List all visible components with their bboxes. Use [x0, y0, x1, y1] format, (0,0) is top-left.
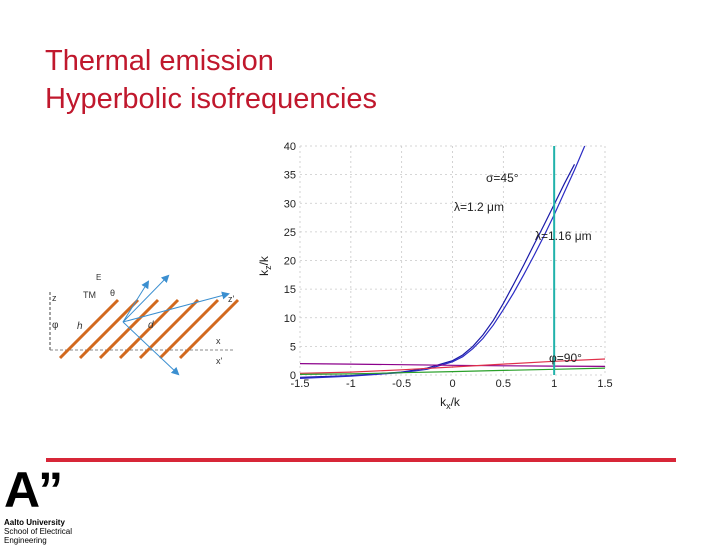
aalto-logo: A” Aalto University School of Electrical… — [4, 462, 88, 545]
x-tick-label: 1 — [551, 378, 557, 390]
x-tick-label: -1 — [346, 378, 356, 390]
annotation-lambda-2: λ=1.16 μm — [535, 229, 592, 243]
x-tick-label: 0 — [449, 378, 455, 390]
label-d: d — [148, 320, 154, 331]
footer-accent-line — [46, 458, 676, 462]
logo-line-1: Aalto University — [4, 518, 65, 527]
logo-mark: A” — [4, 462, 63, 518]
x-axis-label: kx/k — [440, 395, 461, 411]
series-line-2 — [299, 145, 586, 379]
logo-text: Aalto University School of Electrical En… — [4, 518, 72, 545]
label-e: E — [96, 273, 101, 282]
label-z: z — [52, 293, 57, 303]
series-line-1 — [299, 164, 576, 378]
svg-text:kx/k: kx/k — [440, 395, 461, 411]
label-x: x — [216, 336, 221, 346]
chart-grid — [299, 145, 606, 376]
isofrequency-chart: 0 5 10 15 20 25 30 35 40 -1.5 -1 -0.5 0 0.5 1 1.5 σ=45… — [257, 141, 613, 411]
annotation-phi: φ=90° — [549, 351, 582, 365]
annotation-sigma: σ=45° — [486, 171, 519, 185]
y-tick-label: 25 — [284, 227, 296, 239]
y-tick-label: 15 — [284, 284, 296, 296]
label-phi: φ — [52, 320, 59, 331]
y-tick-label: 5 — [290, 341, 296, 353]
annotation-lambda-1: λ=1.2 μm — [454, 200, 504, 214]
y-tick-label: 35 — [284, 170, 296, 182]
grating-diagram: z TM E θ z' φ h d x x' — [49, 273, 240, 376]
y-tick-label: 0 — [290, 370, 296, 382]
logo-line-3: Engineering — [4, 536, 47, 545]
x-tick-label: -1.5 — [291, 378, 310, 390]
y-tick-label: 10 — [284, 313, 296, 325]
x-tick-label: -0.5 — [392, 378, 411, 390]
y-axis-label: kz/k — [257, 255, 273, 276]
slide-title: Thermal emission Hyperbolic isofrequenci… — [45, 42, 377, 118]
y-tick-label: 20 — [284, 256, 296, 268]
label-z-prime: z' — [228, 294, 235, 304]
label-x-prime: x' — [216, 356, 223, 366]
svg-text:kz/k: kz/k — [257, 255, 273, 276]
label-h: h — [77, 321, 83, 332]
logo-line-2: School of Electrical — [4, 527, 73, 536]
label-tm: TM — [83, 290, 96, 300]
incidence-arrow — [122, 274, 170, 323]
title-line-2: Hyperbolic isofrequencies — [45, 83, 378, 115]
x-tick-label: 1.5 — [597, 378, 612, 390]
x-tick-labels: -1.5 -1 -0.5 0 0.5 1 1.5 — [291, 378, 613, 390]
series-line-5 — [299, 367, 606, 375]
label-theta: θ — [110, 288, 115, 298]
wave-arrow — [122, 280, 150, 323]
z-prime-arrow — [122, 291, 230, 323]
x-prime-arrow — [122, 321, 180, 376]
x-tick-label: 0.5 — [496, 378, 511, 390]
y-tick-label: 40 — [284, 141, 296, 153]
grating-strips — [58, 298, 240, 360]
y-tick-label: 30 — [284, 198, 296, 210]
y-tick-labels: 0 5 10 15 20 25 30 35 40 — [284, 141, 296, 382]
title-line-1: Thermal emission — [45, 45, 274, 77]
